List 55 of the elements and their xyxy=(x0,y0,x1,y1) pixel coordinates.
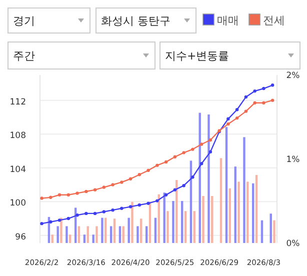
y2-tick-label: 0% xyxy=(286,239,300,249)
y-tick-label: 112 xyxy=(10,97,26,108)
y2-tick-label: 1% xyxy=(286,155,300,165)
y-tick-label: 96 xyxy=(15,232,26,242)
y-tick-label: 100 xyxy=(10,198,26,209)
bar xyxy=(104,218,107,243)
bar xyxy=(69,234,72,243)
bar xyxy=(110,226,112,243)
line-series xyxy=(40,84,274,226)
dropdown: 주간 xyxy=(8,42,156,70)
dropdown: 경기 xyxy=(8,8,90,34)
bar xyxy=(51,234,54,243)
bar xyxy=(96,226,98,243)
bar xyxy=(136,226,139,243)
dropdown: 지수+변동률 xyxy=(160,42,300,70)
bar xyxy=(118,226,122,243)
legend-item: 매매 xyxy=(202,14,239,27)
bar xyxy=(211,196,214,243)
bar xyxy=(145,226,148,243)
bar xyxy=(166,211,169,243)
bar xyxy=(228,188,231,243)
bar xyxy=(92,234,94,243)
bar xyxy=(154,218,157,243)
y-tick-label: 104 xyxy=(10,164,26,175)
bar xyxy=(243,137,246,243)
bar xyxy=(86,226,89,243)
bar xyxy=(78,226,80,243)
legend-item: 전세 xyxy=(248,14,285,27)
bar xyxy=(172,201,174,243)
bar xyxy=(66,226,68,243)
bar xyxy=(246,182,249,243)
bar xyxy=(220,158,222,243)
bar xyxy=(56,226,59,243)
bar xyxy=(193,211,196,243)
y2-tick-label: 2% xyxy=(286,71,300,81)
bar xyxy=(113,218,116,243)
bar xyxy=(252,183,254,243)
bar xyxy=(122,226,124,243)
bar xyxy=(202,196,204,243)
bar xyxy=(184,211,187,243)
bar xyxy=(128,218,130,243)
bar xyxy=(140,218,142,243)
bar xyxy=(270,214,272,243)
bar xyxy=(238,182,240,243)
dropdown: 화성시 동탄구 xyxy=(96,8,196,34)
bar xyxy=(255,174,258,243)
bar xyxy=(260,220,264,243)
bar xyxy=(181,201,184,243)
bar xyxy=(273,220,276,243)
bar xyxy=(83,234,86,243)
bar xyxy=(101,218,104,243)
bar xyxy=(234,166,236,243)
legend-label: 전세 xyxy=(263,14,285,27)
legend-label: 매매 xyxy=(217,14,239,27)
y-tick-label: 108 xyxy=(10,131,26,142)
